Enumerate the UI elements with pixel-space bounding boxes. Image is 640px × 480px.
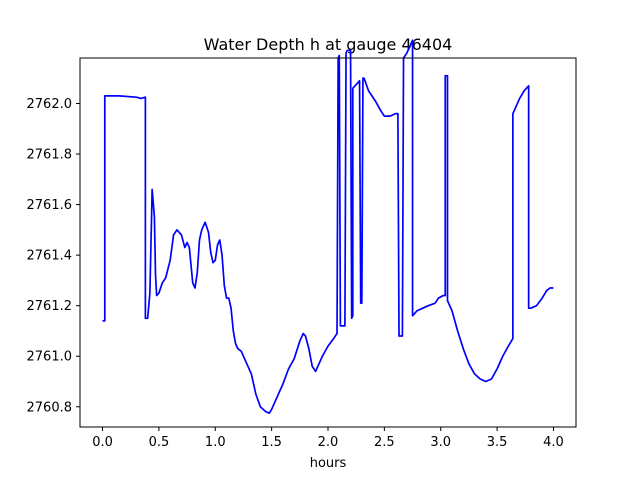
x-tick-label: 0.0 [92, 435, 113, 450]
y-tick-label: 2761.8 [27, 148, 73, 163]
x-tick-label: 1.5 [261, 435, 282, 450]
x-tick-label: 1.0 [205, 435, 226, 450]
series-line [102, 39, 554, 414]
y-tick-label: 2760.8 [27, 400, 73, 415]
y-tick-label: 2761.2 [27, 299, 73, 314]
x-tick-label: 3.0 [430, 435, 451, 450]
y-tick-label: 2761.4 [27, 249, 73, 264]
x-axis-label: hours [310, 456, 347, 471]
plot-area [80, 58, 576, 427]
x-tick-label: 3.5 [487, 435, 508, 450]
chart-title: Water Depth h at gauge 46404 [204, 35, 453, 54]
x-axis-ticks: 0.0 0.5 1.0 1.5 2.0 2.5 3.0 3.5 4.0 [92, 427, 564, 450]
y-tick-label: 2761.6 [27, 198, 73, 213]
x-tick-label: 4.0 [543, 435, 564, 450]
plot-frame [79, 57, 577, 428]
y-tick-label: 2761.0 [27, 350, 73, 365]
y-tick-label: 2762.0 [27, 97, 73, 112]
x-tick-label: 0.5 [149, 435, 170, 450]
x-tick-label: 2.5 [374, 435, 395, 450]
x-tick-label: 2.0 [318, 435, 339, 450]
y-axis-ticks: 2760.8 2761.0 2761.2 2761.4 2761.6 2761.8 2762… [27, 97, 80, 415]
